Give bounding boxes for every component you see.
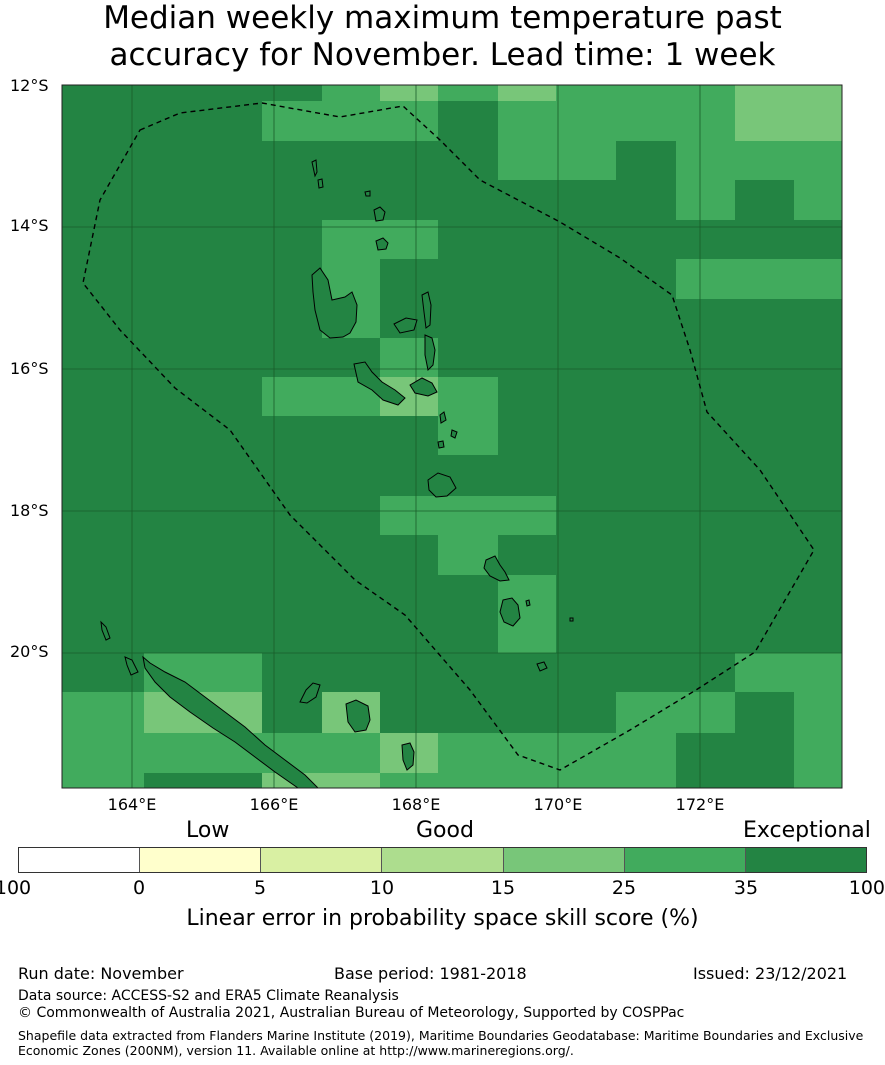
shapefile-credit-line-1: Shapefile data extracted from Flanders M… xyxy=(18,1028,864,1043)
category-low: Low xyxy=(186,818,230,843)
shapefile-credit-line-2: Economic Zones (200NM), version 11. Avai… xyxy=(18,1043,574,1058)
issued-date: Issued: 23/12/2021 xyxy=(693,964,848,983)
base-period: Base period: 1981-2018 xyxy=(334,964,527,983)
map-cells xyxy=(62,85,842,788)
lat-label-18s: 18°S xyxy=(10,501,49,520)
lon-label-168e: 168°E xyxy=(391,795,441,814)
colorbar-tick-0: -100 xyxy=(0,877,32,899)
category-good: Good xyxy=(416,818,474,843)
colorbar-segment-5 xyxy=(624,848,746,872)
lon-label-172e: 172°E xyxy=(675,795,725,814)
colorbar-tick-6: 35 xyxy=(733,877,759,899)
lon-label-170e: 170°E xyxy=(533,795,583,814)
colorbar xyxy=(18,847,867,873)
coastlines xyxy=(100,159,574,789)
colorbar-tick-3: 10 xyxy=(369,877,395,899)
colorbar-segment-2 xyxy=(261,848,383,872)
colorbar-label: Linear error in probability space skill … xyxy=(186,906,699,931)
colorbar-segment-4 xyxy=(503,848,625,872)
colorbar-segment-6 xyxy=(745,848,866,872)
skill-score-map xyxy=(61,84,843,789)
colorbar-tick-2: 5 xyxy=(253,877,267,899)
title-line-2: accuracy for November. Lead time: 1 week xyxy=(109,37,776,73)
data-source: Data source: ACCESS-S2 and ERA5 Climate … xyxy=(18,988,399,1004)
lat-label-16s: 16°S xyxy=(10,359,49,378)
colorbar-segment-0 xyxy=(19,848,141,872)
lat-label-14s: 14°S xyxy=(10,216,49,235)
colorbar-tick-7: 100 xyxy=(848,877,885,899)
copyright: © Commonwealth of Australia 2021, Austra… xyxy=(18,1005,685,1021)
colorbar-tick-5: 25 xyxy=(611,877,637,899)
eez-boundary xyxy=(82,102,815,771)
grid-lines xyxy=(62,85,842,788)
map-title: Median weekly maximum temperature past a… xyxy=(0,0,885,74)
colorbar-segment-3 xyxy=(382,848,504,872)
lat-label-20s: 20°S xyxy=(10,642,49,661)
lat-label-12s: 12°S xyxy=(10,76,49,95)
colorbar-segment-1 xyxy=(140,848,262,872)
run-date: Run date: November xyxy=(18,964,184,983)
title-line-1: Median weekly maximum temperature past xyxy=(103,0,782,36)
colorbar-tick-4: 15 xyxy=(490,877,516,899)
lon-label-164e: 164°E xyxy=(107,795,157,814)
colorbar-tick-1: 0 xyxy=(132,877,146,899)
category-exceptional: Exceptional xyxy=(743,818,871,843)
lon-label-166e: 166°E xyxy=(249,795,299,814)
